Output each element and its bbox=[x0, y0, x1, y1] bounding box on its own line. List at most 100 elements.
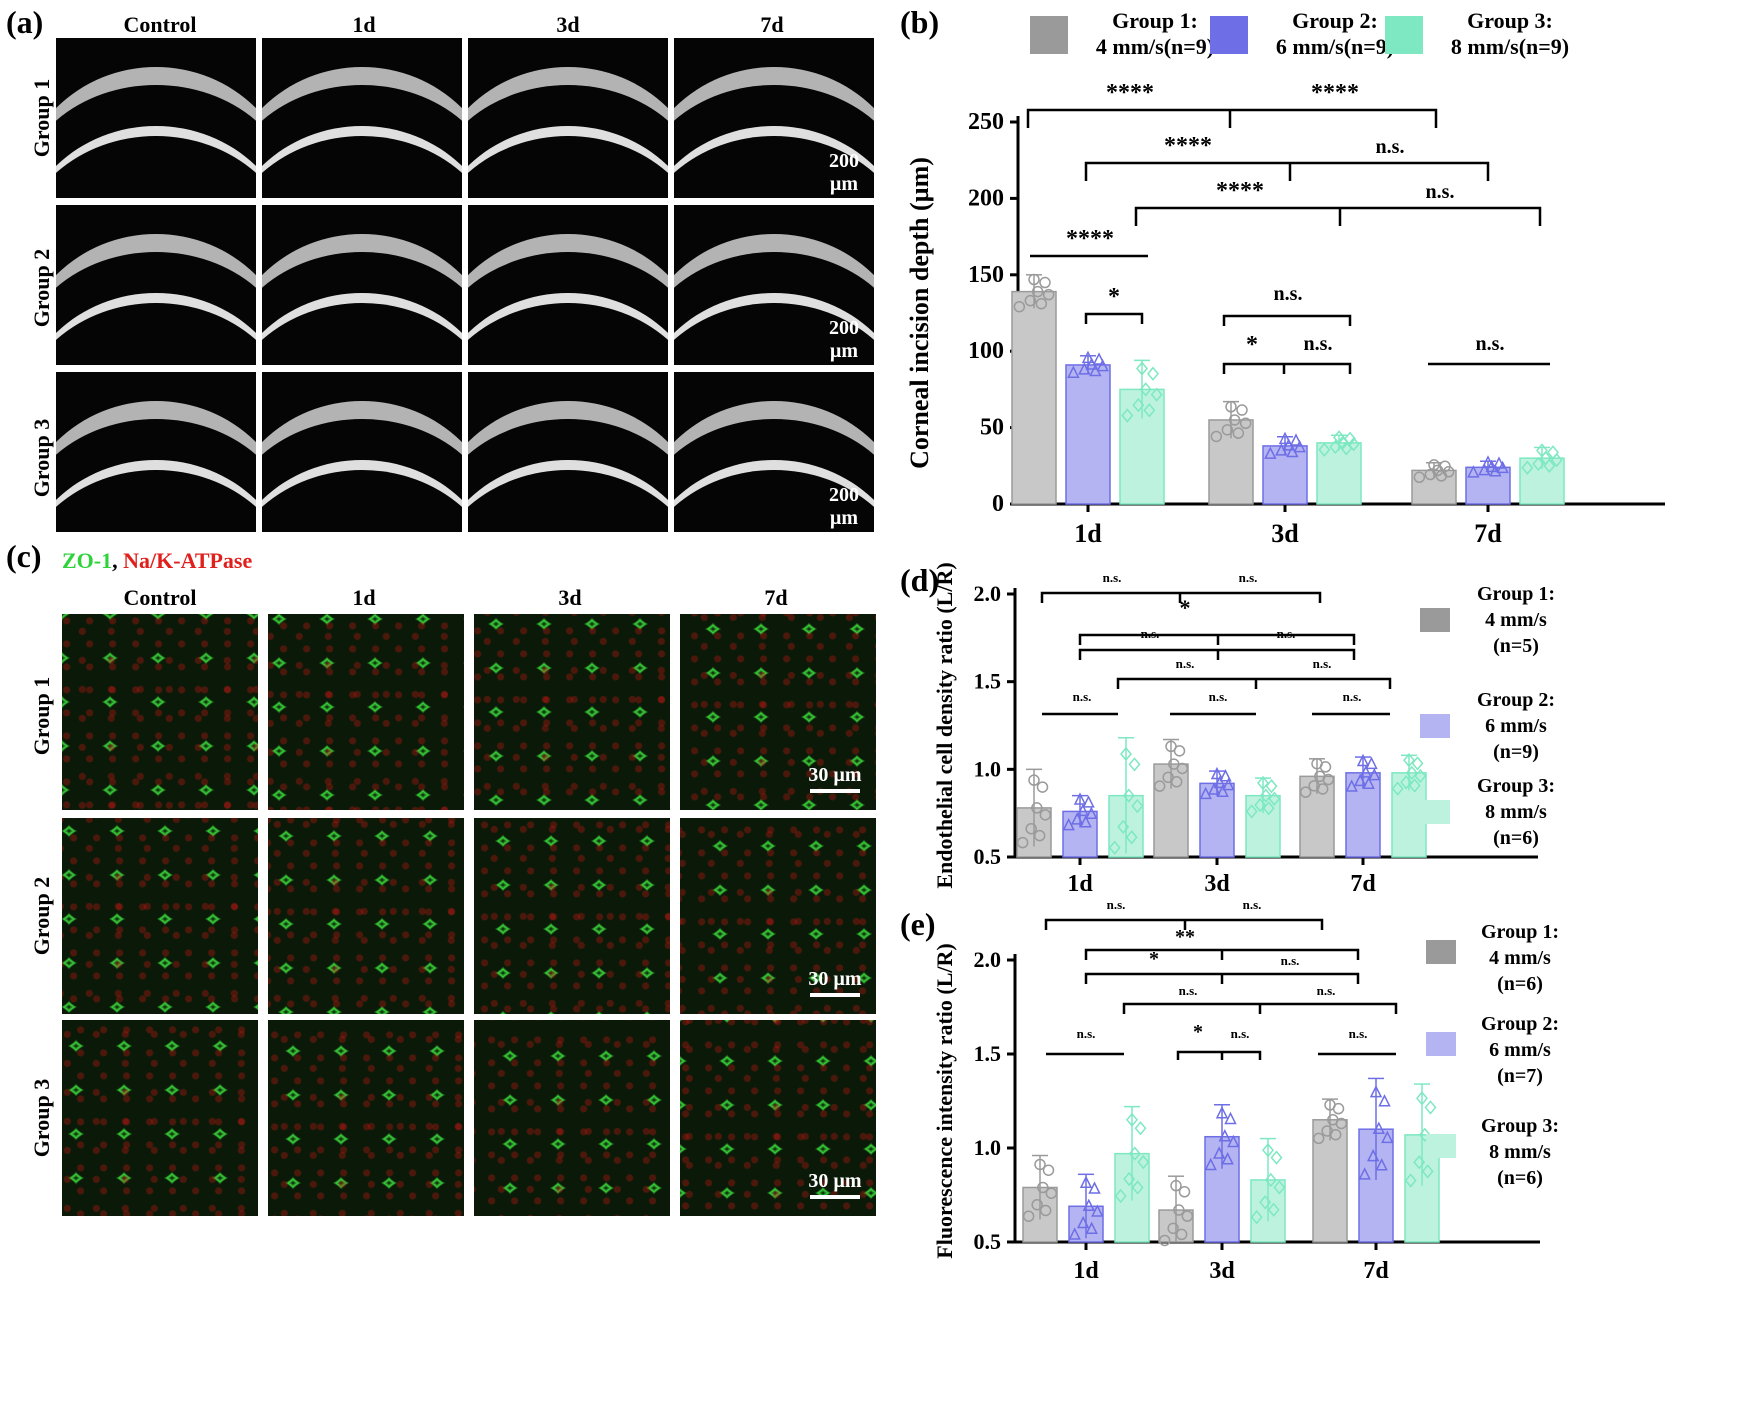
data-point bbox=[1411, 756, 1424, 771]
data-point bbox=[1259, 1195, 1272, 1210]
y-axis-label: Endothelial cell density ratio (L/R) bbox=[932, 562, 957, 888]
data-point bbox=[1264, 446, 1277, 459]
legend-text-group3: 8 mm/s bbox=[1489, 1141, 1551, 1163]
oct-row-title-group3: Group 3 bbox=[29, 418, 54, 498]
significance-bracket bbox=[1176, 1050, 1262, 1060]
data-point bbox=[1408, 778, 1421, 793]
data-point bbox=[1536, 443, 1548, 458]
oct-image-group3-1d bbox=[262, 372, 462, 532]
data-point bbox=[1329, 439, 1342, 455]
data-point bbox=[1121, 408, 1134, 423]
oct-scale-bar: 200 µm bbox=[814, 317, 874, 369]
data-point bbox=[1336, 435, 1349, 451]
data-point bbox=[1227, 1134, 1240, 1148]
data-point bbox=[1022, 1210, 1035, 1222]
oct-col-title-control: Control bbox=[123, 12, 197, 37]
data-point bbox=[1232, 427, 1245, 439]
y-tick-label: 200 bbox=[968, 185, 1004, 211]
data-point bbox=[1222, 777, 1235, 791]
data-point bbox=[1418, 1127, 1431, 1143]
panel-label-c: (c) bbox=[6, 538, 42, 574]
x-tick-label: 7d bbox=[1350, 871, 1376, 897]
data-point bbox=[1028, 774, 1040, 786]
x-tick-label: 1d bbox=[1073, 1258, 1099, 1284]
data-point bbox=[1089, 363, 1102, 377]
chart-fluorescence-intensity: 0.5 1.0 1.5 2.0 Fluorescence intensity ratio… bbox=[932, 900, 1559, 1284]
data-point bbox=[1308, 780, 1320, 792]
y-axis-label: Corneal incision depth (µm) bbox=[905, 157, 934, 469]
oct-image-group1-7d bbox=[674, 38, 874, 198]
confocal-image-group2-7d bbox=[680, 818, 876, 1014]
data-point bbox=[1081, 350, 1095, 364]
data-point bbox=[1162, 771, 1174, 784]
data-point bbox=[1033, 829, 1046, 842]
data-point bbox=[1262, 801, 1275, 816]
conf-row-title-group1: Group 1 bbox=[29, 676, 54, 756]
stain-atpase: Na/K-ATPase bbox=[117, 548, 253, 573]
significance-bracket bbox=[1084, 948, 1360, 960]
oct-scale-bar: 200 µm bbox=[814, 150, 874, 202]
conf-col-title-1d: 1d bbox=[352, 585, 376, 610]
x-tick-label: 3d bbox=[1271, 519, 1299, 548]
data-point bbox=[1125, 830, 1138, 845]
data-point bbox=[1120, 746, 1132, 762]
data-point bbox=[1270, 1150, 1283, 1165]
data-point bbox=[1042, 1164, 1055, 1176]
data-point bbox=[1079, 815, 1092, 828]
significance-label: **** bbox=[1311, 80, 1359, 106]
data-point bbox=[1131, 1180, 1144, 1195]
significance-label: ** bbox=[1175, 926, 1195, 948]
data-point bbox=[1421, 1164, 1434, 1179]
legend-swatch-group3 bbox=[1420, 800, 1450, 824]
data-point bbox=[1400, 775, 1413, 790]
data-point bbox=[1128, 1146, 1141, 1161]
conf-col-title-7d: 7d bbox=[764, 585, 788, 610]
significance-label: n.s. bbox=[1077, 1026, 1096, 1041]
data-point bbox=[1245, 804, 1258, 819]
data-point bbox=[1347, 437, 1360, 452]
significance-bracket bbox=[1134, 206, 1542, 226]
data-point bbox=[1321, 1125, 1333, 1137]
data-point bbox=[1216, 784, 1229, 797]
x-tick-label: 3d bbox=[1204, 871, 1230, 897]
stain-legend: ZO-1, Na/K-ATPase bbox=[62, 548, 252, 574]
data-point bbox=[1413, 1155, 1426, 1170]
data-point bbox=[1547, 445, 1559, 460]
conf-col-title-control: Control bbox=[123, 585, 197, 610]
data-point bbox=[1210, 430, 1223, 443]
data-point bbox=[1278, 431, 1292, 445]
legend-text-group2: (n=9) bbox=[1493, 741, 1539, 763]
data-point bbox=[1122, 788, 1135, 803]
data-point bbox=[1031, 802, 1043, 814]
data-point bbox=[1085, 357, 1098, 370]
legend-text-group3: Group 3: bbox=[1477, 775, 1555, 797]
significance-label: n.s. bbox=[1141, 626, 1160, 641]
data-point bbox=[1123, 1171, 1136, 1187]
significance-label: n.s. bbox=[1343, 689, 1362, 704]
confocal-image-group3-control bbox=[62, 1020, 258, 1216]
data-point bbox=[1167, 1222, 1179, 1235]
data-point bbox=[1045, 1187, 1058, 1199]
legend-text-group1: Group 1: bbox=[1481, 921, 1559, 943]
data-point bbox=[1039, 1204, 1052, 1217]
data-point bbox=[1076, 1215, 1090, 1229]
significance-label: n.s. bbox=[1376, 136, 1405, 158]
data-point bbox=[1344, 431, 1356, 446]
y-tick-label: 1.5 bbox=[974, 669, 1002, 694]
significance-bracket bbox=[1040, 591, 1322, 603]
data-point bbox=[1215, 1106, 1229, 1119]
data-point bbox=[1091, 1204, 1104, 1217]
significance-label: **** bbox=[1216, 178, 1264, 204]
panel-label-e: (e) bbox=[900, 906, 936, 942]
significance-bracket bbox=[1084, 972, 1360, 984]
x-tick-label: 7d bbox=[1474, 519, 1502, 548]
significance-label: * bbox=[1108, 284, 1120, 310]
significance-bracket bbox=[1222, 314, 1352, 326]
data-point bbox=[1318, 442, 1331, 457]
confocal-scale-bar: 30 µm bbox=[800, 968, 870, 997]
data-point bbox=[1199, 786, 1212, 800]
significance-label: **** bbox=[1106, 80, 1154, 106]
y-tick-label: 1.5 bbox=[974, 1041, 1002, 1066]
legend-swatch-group1 bbox=[1030, 16, 1068, 54]
data-point bbox=[1031, 285, 1044, 298]
